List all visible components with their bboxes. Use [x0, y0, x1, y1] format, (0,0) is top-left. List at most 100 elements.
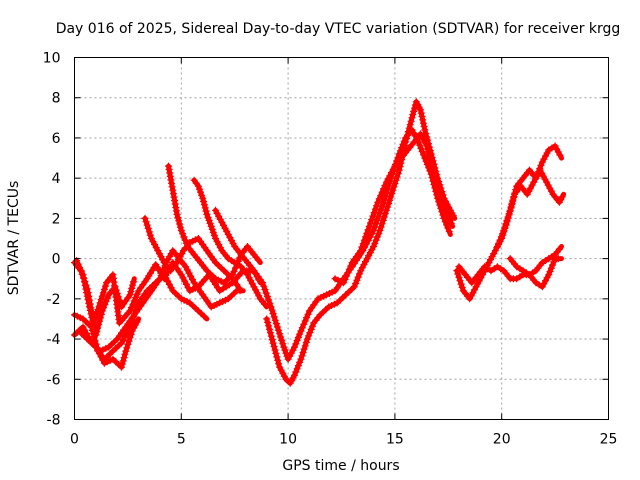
data-point	[365, 222, 373, 230]
data-point	[388, 169, 395, 176]
data-point	[99, 356, 107, 364]
data-point	[276, 330, 284, 338]
data-point	[182, 280, 190, 288]
data-point	[423, 142, 431, 150]
data-point	[488, 253, 496, 261]
data-point	[497, 233, 505, 241]
data-point	[296, 358, 304, 366]
data-point	[534, 168, 542, 176]
data-point	[79, 271, 87, 279]
data-point	[143, 221, 151, 229]
data-point	[357, 247, 365, 255]
data-point	[343, 272, 350, 280]
data-point	[176, 253, 184, 261]
data-point	[386, 196, 394, 204]
data-point	[491, 247, 499, 255]
data-point	[503, 216, 511, 224]
data-point	[118, 339, 125, 347]
data-point	[252, 270, 259, 278]
data-point	[341, 275, 349, 283]
data-point	[502, 220, 510, 228]
data-point	[168, 183, 176, 191]
data-point	[293, 337, 301, 345]
data-point	[379, 216, 387, 224]
data-point	[81, 278, 88, 286]
data-point	[292, 340, 300, 348]
data-point	[352, 280, 360, 287]
data-point	[375, 230, 383, 238]
data-point	[84, 296, 92, 304]
data-point	[130, 324, 138, 332]
data-point	[132, 306, 140, 314]
data-point	[263, 293, 271, 300]
data-point	[164, 277, 172, 285]
data-point	[309, 322, 316, 330]
data-point	[74, 260, 82, 268]
data-point	[440, 200, 448, 208]
data-point	[292, 368, 300, 376]
data-point	[434, 184, 442, 192]
data-point	[198, 191, 206, 199]
data-point	[94, 324, 102, 332]
data-point	[244, 271, 251, 279]
data-point	[276, 363, 284, 371]
data-point	[133, 302, 141, 310]
data-point	[471, 286, 478, 294]
data-point	[88, 313, 96, 321]
data-point	[151, 241, 159, 248]
data-point	[97, 310, 105, 318]
data-point	[368, 216, 376, 223]
data-point	[443, 221, 451, 229]
data-point	[273, 353, 281, 361]
data-point	[291, 343, 298, 351]
data-point	[543, 149, 551, 157]
data-point	[383, 203, 391, 211]
data-point	[407, 117, 415, 125]
data-point	[216, 244, 224, 252]
data-point	[441, 203, 449, 211]
data-point	[133, 290, 141, 298]
data-point	[370, 243, 377, 250]
data-point	[368, 246, 376, 254]
data-point	[525, 187, 533, 195]
data-point	[284, 355, 292, 363]
data-point	[386, 172, 394, 180]
data-point	[179, 230, 187, 238]
data-point	[178, 250, 186, 258]
data-point	[446, 216, 454, 224]
data-point	[363, 229, 371, 237]
data-point	[281, 346, 289, 354]
data-point	[549, 261, 556, 269]
data-point	[122, 347, 130, 355]
data-point	[130, 297, 138, 305]
data-point	[393, 173, 401, 181]
data-point	[177, 227, 185, 234]
data-point	[483, 262, 491, 270]
data-point	[199, 194, 207, 202]
data-point	[554, 148, 562, 156]
data-point	[420, 123, 428, 130]
data-point	[209, 229, 217, 236]
data-point	[362, 233, 370, 241]
data-point	[301, 317, 309, 325]
data-point	[86, 306, 94, 314]
data-point	[293, 365, 301, 373]
data-point	[429, 170, 437, 178]
data-point	[377, 192, 385, 200]
data-point	[245, 274, 253, 282]
data-point	[438, 197, 446, 205]
data-point	[299, 349, 307, 356]
data-point	[268, 306, 276, 314]
data-point	[100, 285, 108, 293]
data-point	[212, 235, 219, 242]
series-track-15	[506, 255, 564, 291]
data-point	[428, 163, 436, 171]
data-point	[537, 161, 545, 169]
data-point	[97, 353, 105, 361]
data-point	[272, 320, 280, 328]
data-point	[365, 252, 373, 260]
y-tick-label: 0	[52, 252, 61, 268]
data-point	[115, 296, 123, 304]
data-point	[387, 193, 395, 201]
data-point	[92, 331, 100, 339]
